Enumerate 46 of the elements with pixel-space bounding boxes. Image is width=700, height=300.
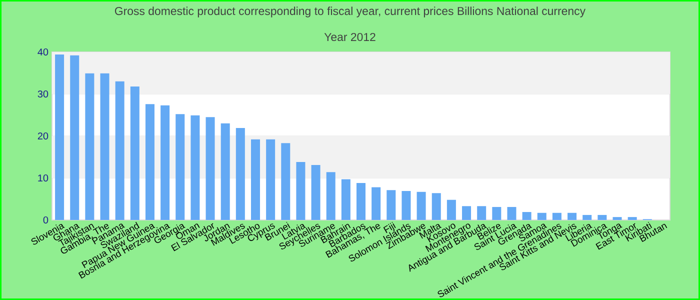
y-tick-label: 20 bbox=[38, 132, 48, 140]
bar bbox=[145, 104, 154, 220]
chart-subtitle: Year 2012 bbox=[324, 32, 376, 42]
bar bbox=[341, 179, 350, 220]
y-tick-label: 0 bbox=[43, 216, 48, 224]
bar bbox=[160, 105, 170, 220]
bar bbox=[206, 117, 215, 220]
bar bbox=[250, 139, 260, 220]
bar bbox=[176, 114, 185, 220]
bar bbox=[432, 193, 441, 220]
bar bbox=[612, 217, 622, 220]
y-tick-label: 30 bbox=[38, 90, 48, 98]
bar bbox=[281, 143, 290, 220]
bar bbox=[507, 206, 516, 220]
y-tick-label: 40 bbox=[38, 48, 48, 56]
bar bbox=[477, 206, 486, 220]
bar bbox=[598, 214, 607, 220]
bar bbox=[386, 190, 396, 220]
bar bbox=[552, 212, 562, 220]
bar bbox=[70, 55, 80, 220]
bar bbox=[190, 115, 200, 220]
bar bbox=[311, 164, 320, 220]
bar bbox=[402, 191, 411, 220]
bar bbox=[522, 212, 532, 220]
bar bbox=[446, 200, 456, 220]
bar bbox=[372, 187, 381, 220]
bar bbox=[115, 81, 124, 220]
bar bbox=[326, 172, 336, 220]
bar bbox=[537, 212, 546, 220]
bar bbox=[296, 162, 306, 220]
bar bbox=[416, 192, 426, 220]
bar bbox=[130, 86, 140, 220]
bar bbox=[462, 206, 472, 220]
chart-title: Gross domestic product corresponding to fiscal year, current prices Billions National currency bbox=[114, 6, 586, 18]
bar bbox=[266, 139, 276, 220]
y-tick-label: 10 bbox=[38, 174, 48, 182]
bar bbox=[100, 73, 110, 220]
bar bbox=[582, 214, 592, 220]
bar bbox=[236, 128, 245, 220]
bar bbox=[356, 183, 366, 220]
bar bbox=[55, 54, 64, 220]
bar bbox=[85, 73, 94, 220]
bar bbox=[568, 212, 577, 220]
bar bbox=[628, 217, 637, 220]
bar bbox=[220, 123, 230, 220]
bar bbox=[492, 206, 502, 220]
